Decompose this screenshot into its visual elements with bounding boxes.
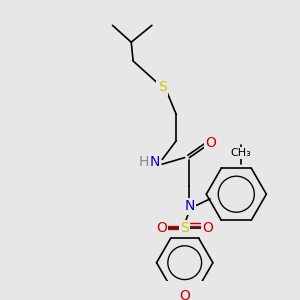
Text: O: O <box>179 289 190 300</box>
Text: O: O <box>156 221 167 235</box>
Text: H: H <box>138 155 148 169</box>
Text: O: O <box>206 136 216 150</box>
Text: N: N <box>184 200 195 213</box>
Text: S: S <box>180 221 189 235</box>
Text: N: N <box>149 155 160 169</box>
Text: O: O <box>203 221 214 235</box>
Text: CH₃: CH₃ <box>231 148 251 158</box>
Text: S: S <box>158 80 167 94</box>
